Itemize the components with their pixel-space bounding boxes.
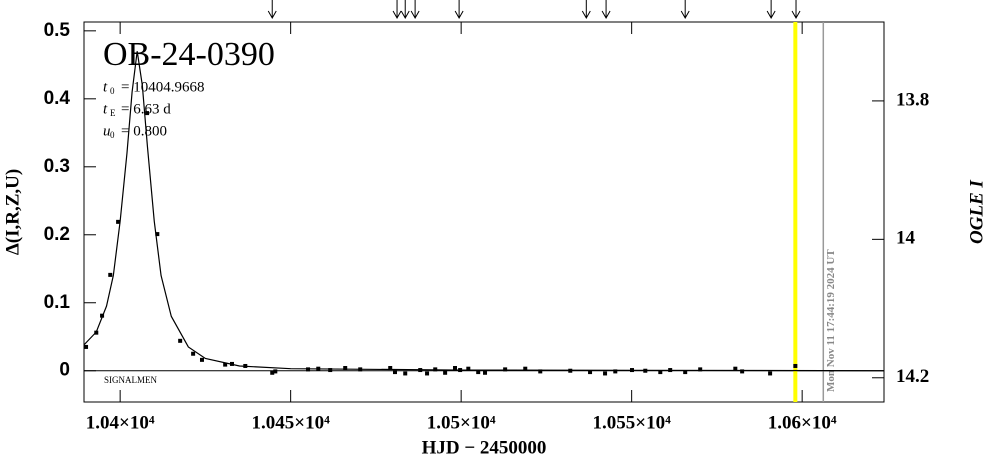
data-point [100, 313, 105, 318]
data-point [84, 344, 89, 349]
data-point [328, 368, 333, 373]
y2-tick-label: 13.8 [896, 89, 929, 110]
epoch-arrow [601, 0, 611, 20]
param-subscript: 0 [110, 86, 115, 96]
param-value: = 6.63 d [121, 101, 171, 117]
plot-frame [83, 21, 885, 403]
data-point [658, 370, 663, 375]
data-point [178, 338, 183, 343]
param-symbol: u [103, 123, 111, 139]
model-curve [83, 51, 885, 372]
data-point [613, 369, 618, 374]
data-point [223, 362, 228, 367]
param-symbol: t [103, 101, 108, 117]
epoch-arrow [680, 0, 690, 20]
data-point [392, 370, 397, 375]
y-axis-label: Δ(I,R,Z,U) [2, 169, 23, 255]
x-axis-label: HJD − 2450000 [422, 437, 547, 458]
x-tick-label: 1.045×10⁴ [252, 412, 331, 433]
data-point [603, 371, 608, 376]
data-point [270, 370, 275, 375]
y-tick-label: 0 [59, 360, 70, 381]
data-point [538, 369, 543, 374]
x-tick-label: 1.04×10⁴ [86, 412, 155, 433]
data-point [523, 366, 528, 371]
data-point [503, 367, 508, 372]
data-point [588, 370, 593, 375]
y-tick-label: 0.3 [44, 156, 70, 177]
param-value: = 10404.9668 [121, 79, 204, 95]
epoch-arrow [392, 0, 402, 20]
data-point [388, 366, 393, 371]
y-tick-label: 0.4 [44, 88, 71, 109]
data-point [698, 367, 703, 372]
data-point [793, 363, 798, 368]
data-point [199, 357, 204, 362]
data-point [443, 370, 448, 375]
data-point [453, 366, 458, 371]
data-point [155, 232, 160, 237]
epoch-arrow [581, 0, 591, 20]
param-symbol: t [103, 79, 108, 95]
y-tick-label: 0.5 [44, 20, 71, 41]
annotation: SIGNALMEN [104, 375, 157, 385]
data-point [683, 370, 688, 375]
y-tick-label: 0.1 [44, 292, 71, 313]
param-value: = 0.800 [121, 123, 167, 139]
data-point [108, 272, 113, 277]
x-tick-label: 1.05×10⁴ [427, 412, 496, 433]
data-point [403, 371, 408, 376]
param-subscript: E [110, 108, 116, 118]
date-text: Mon Nov 11 17:44:19 2024 UT [825, 249, 837, 392]
epoch-arrow [267, 0, 277, 20]
epoch-arrow [400, 0, 410, 20]
x-tick-label: 1.06×10⁴ [768, 412, 837, 433]
y2-tick-label: 14.2 [896, 366, 929, 387]
data-point [116, 219, 121, 224]
data-point [466, 366, 471, 371]
epoch-arrow [454, 0, 464, 20]
chart-title: OB-24-0390 [103, 36, 275, 73]
data-point [740, 369, 745, 374]
data-point [476, 370, 481, 375]
param-subscript: 0 [110, 130, 115, 140]
y2-axis-label: OGLE I [966, 179, 986, 243]
data-point [768, 371, 773, 376]
epoch-arrow [410, 0, 420, 20]
data-point [273, 369, 278, 374]
data-point [733, 366, 738, 371]
data-point [343, 366, 348, 371]
data-point [483, 370, 488, 375]
data-point [425, 371, 430, 376]
epoch-arrow [791, 0, 801, 20]
y2-tick-label: 14 [896, 228, 916, 249]
epoch-arrow [766, 0, 776, 20]
data-point [145, 111, 150, 116]
y-tick-label: 0.2 [44, 224, 70, 245]
data-point [191, 351, 196, 356]
x-tick-label: 1.055×10⁴ [593, 412, 672, 433]
